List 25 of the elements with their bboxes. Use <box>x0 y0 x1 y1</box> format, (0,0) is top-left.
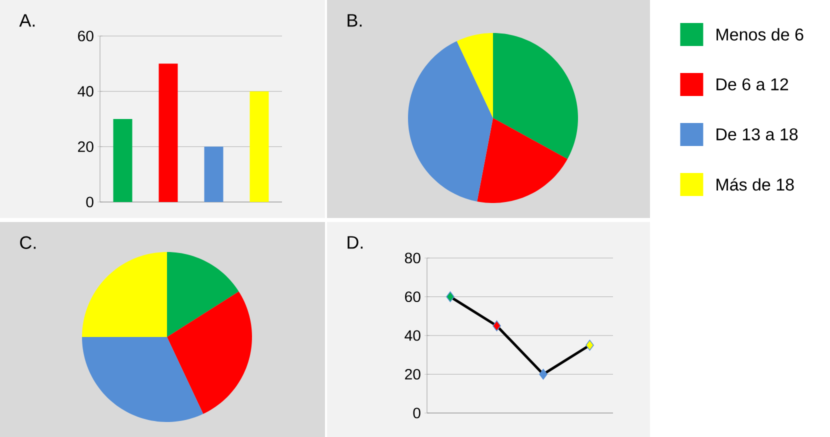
y-tick-label: 40 <box>78 86 94 97</box>
y-tick-label: 60 <box>405 291 420 302</box>
chart-title: C. <box>20 236 36 249</box>
legend-label: Más de 18 <box>716 178 794 191</box>
point <box>539 368 548 380</box>
bar <box>158 64 178 202</box>
y-tick-label: 0 <box>86 196 94 208</box>
y-tick-label: 40 <box>404 330 420 341</box>
point <box>586 340 594 351</box>
point <box>446 291 454 302</box>
y-tick-label: 60 <box>78 30 94 42</box>
bar <box>113 119 132 202</box>
legend-label: De 13 a 18 <box>716 128 798 140</box>
chart-title: A. <box>19 14 35 27</box>
legend-label: De 6 a 12 <box>716 78 788 90</box>
y-tick-label: 20 <box>78 141 94 152</box>
y-tick-label: 0 <box>413 408 420 418</box>
point <box>492 320 501 332</box>
legend-label: Menos de 6 <box>716 28 804 41</box>
bar <box>204 146 224 202</box>
chart-title: B. <box>348 14 362 27</box>
chart-title: D. <box>348 236 363 249</box>
y-tick-label: 80 <box>404 252 420 264</box>
y-tick-label: 20 <box>405 368 420 380</box>
bar <box>250 91 269 202</box>
